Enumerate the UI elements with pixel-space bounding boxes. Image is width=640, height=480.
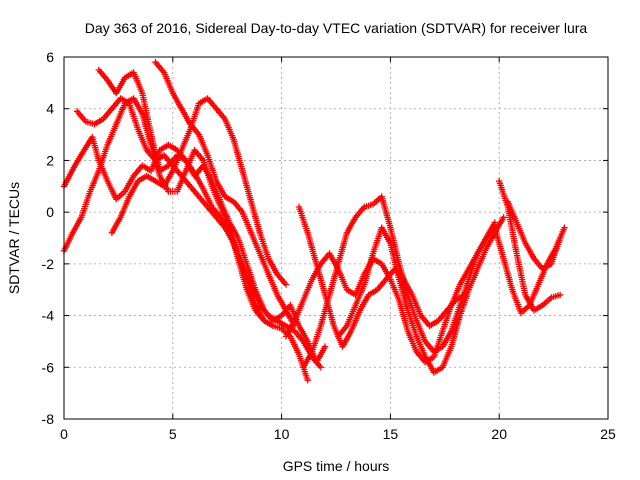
plus-markers: [504, 198, 564, 273]
y-tick-label: 4: [46, 101, 54, 117]
y-tick-label: 2: [46, 152, 54, 168]
x-tick-label: 20: [491, 426, 507, 442]
x-tick-label: 25: [600, 426, 616, 442]
y-tick-label: -2: [42, 256, 55, 272]
axis-ticks: [63, 56, 609, 420]
x-tick-label: 15: [383, 426, 399, 442]
y-tick-labels: -8 -6 -4 -2 0 2 4 6: [42, 49, 55, 427]
series-track-2: [60, 95, 268, 324]
y-tick-label: -8: [42, 411, 55, 427]
y-tick-label: 6: [46, 49, 54, 65]
y-tick-label: 0: [46, 204, 54, 220]
plus-markers: [108, 95, 290, 288]
series-track-6: [152, 59, 298, 330]
x-axis-label: GPS time / hours: [283, 458, 390, 474]
data-marks: [60, 59, 568, 384]
plus-markers: [491, 224, 568, 317]
series-track-11: [496, 177, 564, 314]
y-axis-label: SDTVAR / TECUs: [6, 182, 22, 294]
plot-frame: [63, 56, 609, 420]
plus-markers: [95, 66, 329, 366]
x-tick-label: 10: [274, 426, 290, 442]
y-tick-label: -6: [42, 359, 55, 375]
series-track-10: [295, 203, 468, 350]
series-track-5: [108, 95, 290, 288]
x-tick-label: 5: [169, 426, 177, 442]
plus-markers: [295, 203, 468, 350]
plus-markers: [152, 59, 298, 330]
chart-title: Day 363 of 2016, Sidereal Day-to-day VTE…: [85, 20, 588, 36]
series-track-13: [504, 198, 564, 273]
plus-markers: [496, 177, 564, 314]
x-tick-labels: 0 5 10 15 20 25: [60, 426, 616, 442]
plus-markers: [60, 95, 268, 324]
series-track-4: [95, 66, 329, 366]
series-track-9: [335, 214, 507, 376]
grid-lines: [64, 57, 608, 419]
y-tick-label: -4: [42, 308, 55, 324]
series-track-12: [491, 224, 568, 317]
x-tick-label: 0: [60, 426, 68, 442]
plus-markers: [335, 214, 507, 376]
